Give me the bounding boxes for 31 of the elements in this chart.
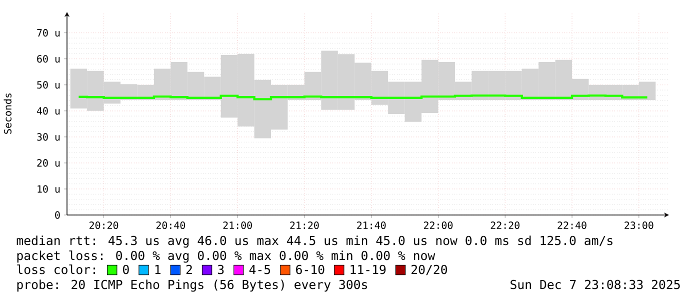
text: probe: 20 ICMP Echo Pings (56 Bytes) every 300s	[17, 280, 367, 292]
x-tick-label: 21:00	[223, 222, 252, 230]
x-tick-label: 20:20	[90, 222, 118, 230]
x-tick-label: 23:00	[624, 222, 654, 230]
x-tick-label: 22:00	[424, 222, 453, 230]
y-tick-label: 30 u	[37, 133, 60, 141]
x-tick-label: 21:40	[357, 222, 386, 230]
x-tick-label: 21:20	[290, 222, 319, 230]
legend-label: 3	[218, 264, 224, 274]
legend-label: 11-19	[350, 264, 386, 274]
legend-label: 0	[123, 264, 129, 274]
y-tick-label: 60 u	[37, 55, 60, 63]
text: packet loss: 0.00 % avg 0.00 % max 0.00 % min 0.00 % now	[17, 250, 436, 263]
x-tick-label: 22:40	[558, 222, 586, 230]
legend-label: 2	[186, 264, 192, 274]
x-tick-label: 20:40	[156, 222, 186, 230]
y-tick-label: 70 u	[37, 29, 60, 37]
y-tick-label: 0	[55, 211, 60, 219]
legend-label: 1	[155, 264, 160, 274]
y-tick-label: 10 u	[38, 185, 60, 193]
text: median rtt: 45.3 us avg 46.0 us max 44.5 us min 45.0 us now 0.0 ms sd 125.0 am/s	[16, 236, 612, 248]
legend-label: 6-10	[296, 264, 324, 274]
y-tick-label: 50 u	[37, 81, 60, 89]
x-tick-label: 22:20	[490, 222, 520, 230]
y-tick-label: 20 u	[37, 159, 60, 167]
legend-label: 20/20	[412, 264, 447, 276]
y-axis-title: Seconds	[4, 93, 12, 134]
legend-label: 4-5	[249, 264, 270, 274]
text: Sun Dec 7 23:08:33 2025	[510, 280, 680, 290]
y-tick-label: 40 u	[36, 107, 60, 115]
legend-title: loss color:	[17, 264, 96, 274]
